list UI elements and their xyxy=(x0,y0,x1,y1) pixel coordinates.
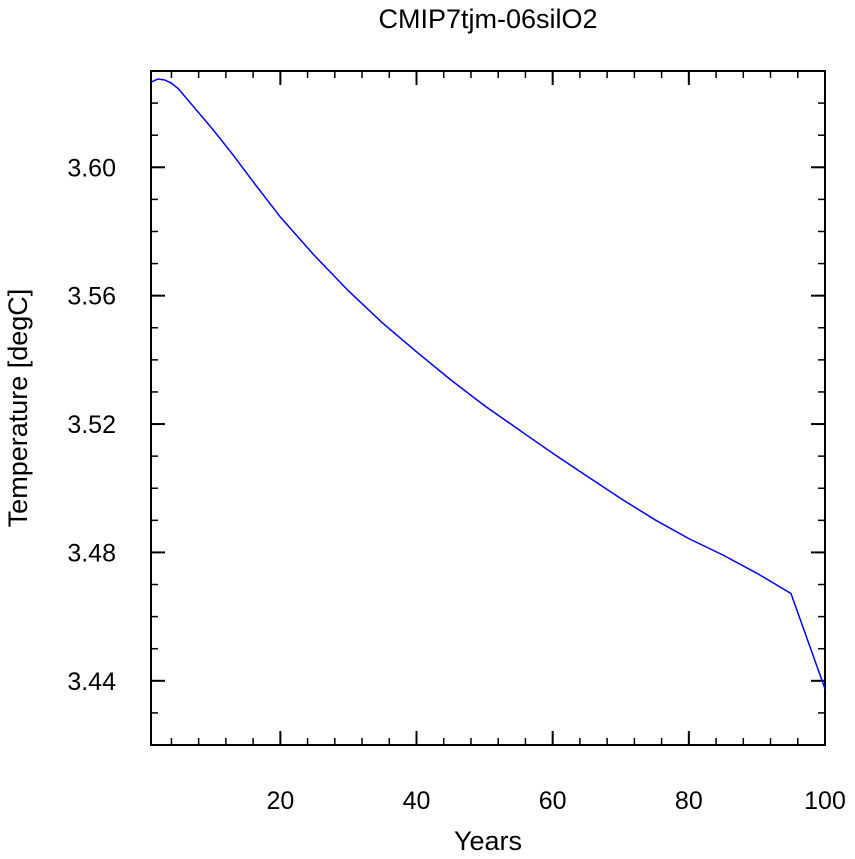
plot-frame xyxy=(150,70,826,746)
x-tick-label: 40 xyxy=(403,787,431,815)
y-tick-label: 3.48 xyxy=(67,539,116,567)
y-tick-label: 3.60 xyxy=(67,154,116,182)
y-axis-title: Temperature [degC] xyxy=(3,289,33,528)
x-major-ticks xyxy=(279,71,826,745)
x-axis-title: Years xyxy=(454,826,522,856)
y-tick-label: 3.44 xyxy=(67,668,116,696)
y-tick-label: 3.52 xyxy=(67,411,116,439)
chart-title: CMIP7tjm-06silO2 xyxy=(378,4,597,34)
y-tick-label: 3.56 xyxy=(67,283,116,311)
x-tick-label: 20 xyxy=(266,787,294,815)
y-major-ticks xyxy=(151,166,825,682)
x-tick-label: 80 xyxy=(675,787,703,815)
x-tick-label: 60 xyxy=(539,787,567,815)
y-tick-labels: 3.44 3.48 3.52 3.56 3.60 xyxy=(67,154,116,696)
x-minor-ticks xyxy=(170,71,826,745)
temperature-series-line xyxy=(150,78,826,690)
x-tick-label: 100 xyxy=(804,787,846,815)
x-tick-labels: 20 40 60 80 100 xyxy=(266,787,845,815)
